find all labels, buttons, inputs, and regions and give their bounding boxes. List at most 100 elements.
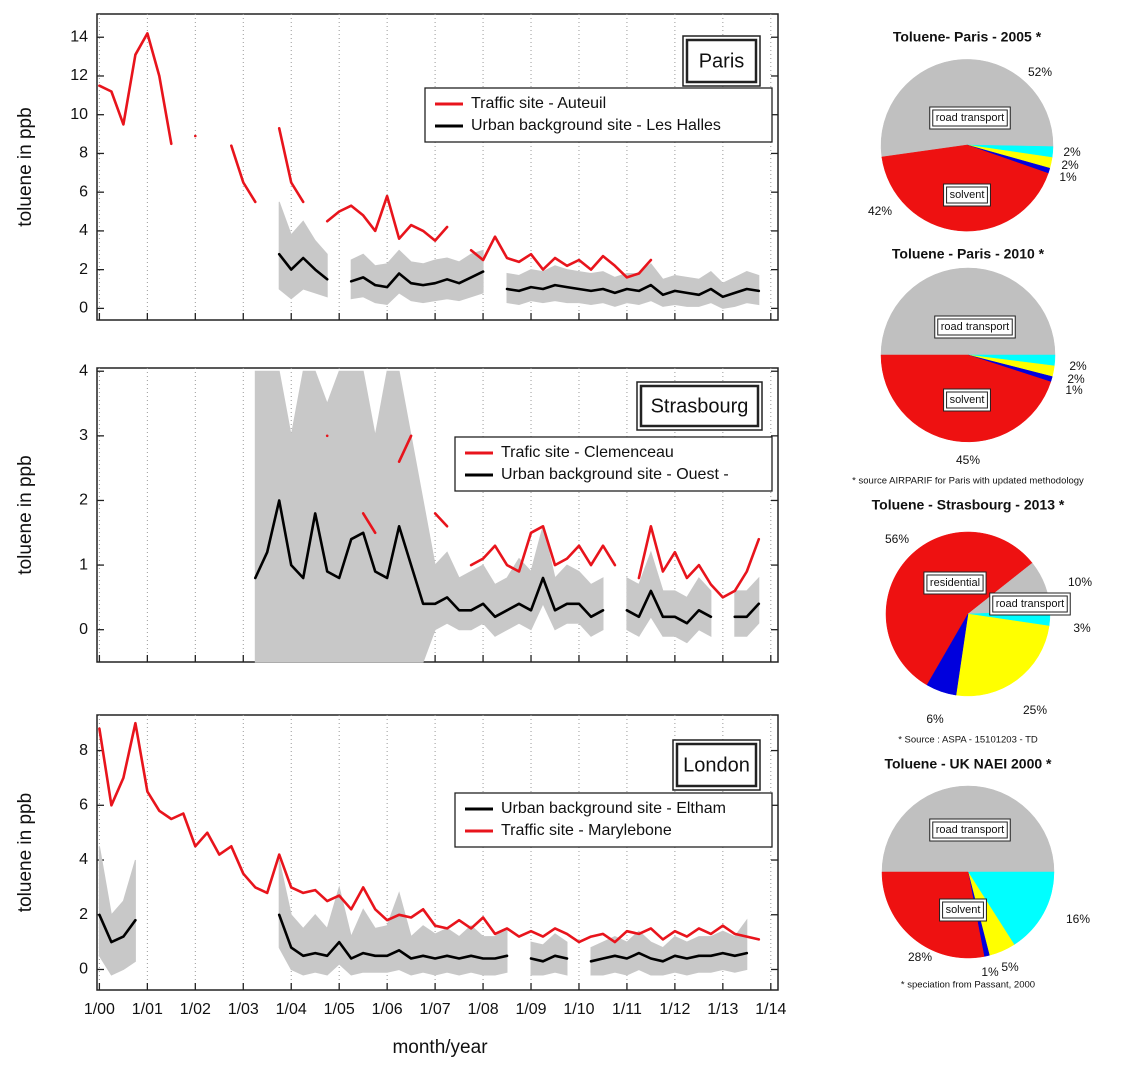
pie-slice	[881, 871, 985, 959]
pie-title: Toluene - UK NAEI 2000 *	[884, 756, 1052, 772]
y-tick-label: 12	[70, 67, 88, 84]
pie-title: Toluene- Paris - 2005 *	[893, 29, 1042, 45]
city-box-inner	[639, 384, 760, 428]
pie-slice	[926, 613, 969, 696]
x-tick-label: 1/00	[84, 1001, 115, 1018]
y-axis-label: toluene in ppb	[15, 455, 36, 574]
slice-label-text: residential	[930, 577, 980, 589]
pie-slice	[885, 531, 1033, 686]
pie-note: * Source : ASPA - 15101203 - TD	[898, 735, 1038, 746]
city-label: London	[683, 754, 750, 776]
legend-label: Urban background site - Ouest -	[501, 466, 729, 483]
y-tick-label: 4	[79, 851, 88, 868]
pie-slice	[967, 871, 1055, 945]
x-tick-label: 1/02	[180, 1001, 211, 1018]
y-tick-label: 2	[79, 492, 88, 509]
slice-label: road transport	[929, 818, 1011, 842]
data-line	[277, 913, 509, 960]
y-tick-label: 8	[79, 145, 88, 162]
x-tick-label: 1/04	[276, 1001, 307, 1018]
y-tick-label: 6	[79, 183, 88, 200]
data-line	[637, 525, 761, 599]
pie-value-label: 10%	[1068, 575, 1092, 589]
data-line	[230, 144, 257, 204]
data-line	[397, 434, 413, 463]
legend-label: Urban background site - Les Halles	[471, 117, 721, 134]
slice-label-box-inner	[926, 574, 984, 592]
legend-label: Traffic site - Auteuil	[471, 95, 606, 112]
data-line	[733, 602, 761, 619]
y-tick-label: 8	[79, 742, 88, 759]
data-line	[277, 127, 305, 204]
pie-value-label: 2%	[1063, 145, 1081, 159]
data-line	[349, 270, 485, 289]
slice-label-text: solvent	[950, 394, 985, 406]
range-band	[734, 576, 760, 637]
pie-value-label: 42%	[868, 204, 892, 218]
range-band	[278, 201, 328, 300]
y-tick-label: 10	[70, 106, 88, 123]
slice-label-text: solvent	[950, 189, 985, 201]
y-tick-label: 0	[79, 300, 88, 317]
y-axis-label: toluene in ppb	[15, 793, 36, 912]
pie-value-label: 5%	[1001, 960, 1019, 974]
pie-value-label: 1%	[1065, 383, 1083, 397]
x-tick-label: 1/13	[707, 1001, 738, 1018]
legend-label: Urban background site - Eltham	[501, 800, 726, 817]
slice-label-text: solvent	[946, 904, 981, 916]
x-tick-label: 1/11	[612, 1001, 642, 1018]
data-line	[589, 951, 749, 963]
pie-note: * speciation from Passant, 2000	[901, 980, 1035, 991]
x-tick-label: 1/03	[228, 1001, 259, 1018]
slice-label: residential	[923, 571, 987, 595]
slice-label-text: road transport	[996, 598, 1064, 610]
x-tick-label: 1/14	[755, 1001, 786, 1018]
y-tick-label: 4	[79, 222, 88, 239]
data-line	[98, 721, 761, 944]
y-tick-label: 2	[79, 906, 88, 923]
pie-value-label: 28%	[908, 950, 932, 964]
data-line	[277, 252, 329, 281]
x-axis-label: month/year	[392, 1037, 488, 1058]
data-line	[361, 512, 377, 535]
x-tick-label: 1/06	[372, 1001, 403, 1018]
range-band	[254, 370, 604, 663]
y-tick-label: 14	[70, 28, 88, 45]
pie-value-label: 2%	[1061, 158, 1079, 172]
slice-label: solvent	[939, 898, 987, 922]
range-band	[506, 263, 760, 309]
pie-title: Toluene - Paris - 2010 *	[892, 246, 1045, 262]
y-tick-label: 0	[79, 961, 88, 978]
legend-label: Traffic site - Marylebone	[501, 822, 672, 839]
x-tick-label: 1/07	[420, 1001, 451, 1018]
x-tick-label: 1/08	[467, 1001, 498, 1018]
data-line	[325, 194, 449, 242]
city-label: Strasbourg	[651, 395, 749, 417]
slice-label-text: road transport	[936, 112, 1004, 124]
city-box-inner	[685, 38, 758, 84]
x-tick-label: 1/12	[659, 1001, 690, 1018]
pie-note: * source AIRPARIF for Paris with updated…	[852, 476, 1084, 487]
city-label: Paris	[699, 50, 745, 72]
data-line	[98, 913, 137, 944]
slice-label-box-inner	[946, 391, 988, 409]
legend-box	[424, 87, 773, 143]
y-tick-label: 4	[79, 362, 88, 379]
range-band	[530, 933, 568, 976]
slice-label: road transport	[989, 592, 1071, 616]
data-line	[433, 512, 449, 528]
pie-title: Toluene - Strasbourg - 2013 *	[872, 497, 1065, 513]
pie-value-label: 6%	[926, 712, 944, 726]
y-tick-label: 1	[79, 556, 88, 573]
slice-label: road transport	[929, 106, 1011, 130]
data-line	[625, 589, 713, 625]
pie-value-label: 2%	[1069, 359, 1087, 373]
slice-label: solvent	[943, 388, 991, 412]
city-box-inner	[675, 742, 758, 788]
slice-label-text: road transport	[936, 824, 1004, 836]
slice-label-box-inner	[992, 595, 1068, 613]
y-tick-label: 2	[79, 261, 88, 278]
x-tick-label: 1/01	[132, 1001, 163, 1018]
